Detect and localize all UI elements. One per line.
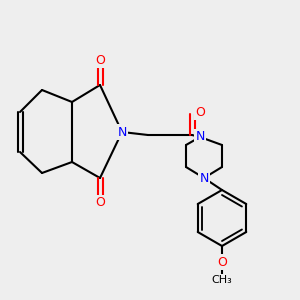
Text: CH₃: CH₃ [212,275,233,285]
Text: O: O [95,53,105,67]
Text: O: O [195,106,205,118]
Text: N: N [195,130,205,143]
Text: O: O [217,256,227,268]
Text: O: O [95,196,105,209]
Text: N: N [117,125,127,139]
Text: N: N [199,172,209,184]
